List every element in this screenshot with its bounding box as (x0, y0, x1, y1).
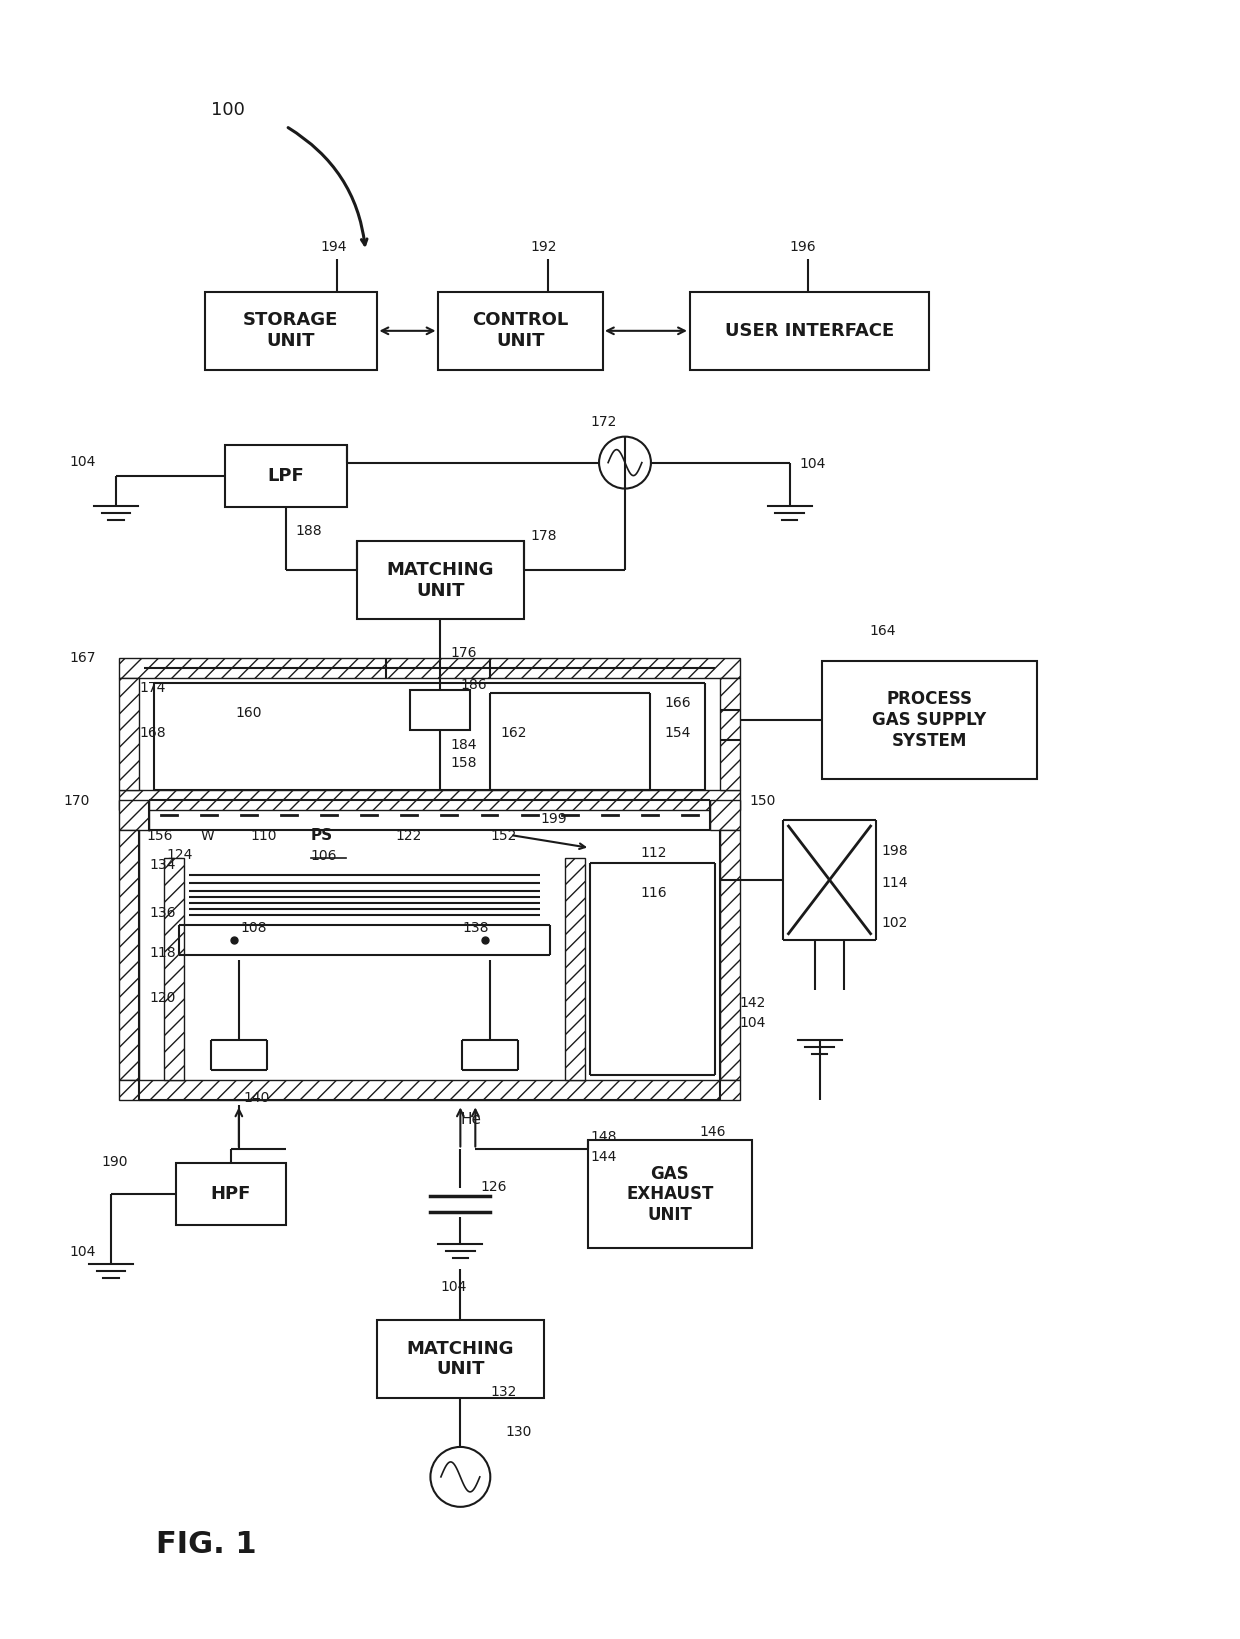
Bar (438, 292, 603, 370)
Text: LPF: LPF (268, 467, 304, 485)
Bar (164, 857, 184, 1080)
Bar (588, 1141, 753, 1249)
Text: 174: 174 (139, 682, 165, 695)
Text: 102: 102 (882, 916, 908, 929)
Text: 108: 108 (241, 921, 268, 934)
Text: 112: 112 (640, 846, 666, 860)
Bar (119, 790, 740, 810)
Text: W: W (201, 829, 215, 842)
Text: USER INTERFACE: USER INTERFACE (725, 321, 894, 339)
Text: 104: 104 (69, 454, 95, 469)
Bar (689, 292, 929, 370)
Text: He: He (460, 1113, 481, 1128)
Text: 146: 146 (699, 1126, 727, 1139)
Text: 167: 167 (69, 651, 95, 665)
Text: 186: 186 (460, 679, 487, 692)
Bar (119, 679, 139, 790)
Text: 160: 160 (236, 706, 263, 720)
Text: PROCESS
GAS SUPPLY
SYSTEM: PROCESS GAS SUPPLY SYSTEM (872, 690, 987, 751)
Text: GAS
EXHAUST
UNIT: GAS EXHAUST UNIT (626, 1165, 713, 1224)
Text: 164: 164 (869, 624, 897, 638)
Text: 172: 172 (590, 415, 616, 429)
Text: 140: 140 (244, 1090, 270, 1105)
Text: 158: 158 (450, 756, 477, 770)
Text: 104: 104 (800, 457, 826, 470)
Bar (119, 829, 139, 1080)
Bar (377, 1319, 544, 1398)
Text: MATCHING
UNIT: MATCHING UNIT (387, 561, 495, 600)
Text: 192: 192 (531, 239, 557, 254)
Text: 190: 190 (102, 1155, 128, 1169)
Text: 142: 142 (740, 995, 766, 1010)
Text: PS: PS (311, 828, 332, 842)
Text: 126: 126 (480, 1180, 507, 1195)
Text: 198: 198 (882, 844, 908, 857)
Text: 122: 122 (396, 829, 422, 842)
Text: 134: 134 (149, 857, 175, 872)
Bar (119, 800, 149, 829)
Bar (719, 829, 740, 1080)
Text: 100: 100 (211, 102, 244, 120)
Text: 114: 114 (882, 875, 908, 890)
Text: 176: 176 (450, 646, 477, 661)
Text: 154: 154 (665, 726, 691, 741)
Text: 156: 156 (146, 829, 172, 842)
Text: 199: 199 (541, 811, 567, 826)
Text: 194: 194 (321, 239, 347, 254)
Bar (224, 444, 347, 506)
Text: 148: 148 (590, 1131, 616, 1144)
Text: 110: 110 (250, 829, 278, 842)
Text: 152: 152 (490, 829, 517, 842)
Text: 120: 120 (149, 990, 175, 1005)
Text: 196: 196 (790, 239, 816, 254)
Text: 166: 166 (665, 697, 692, 710)
Text: 144: 144 (590, 1151, 616, 1164)
Text: 168: 168 (139, 726, 166, 741)
Text: 116: 116 (640, 885, 667, 900)
Bar (719, 679, 740, 790)
Text: MATCHING
UNIT: MATCHING UNIT (407, 1339, 515, 1378)
Text: 184: 184 (450, 738, 477, 752)
Text: 104: 104 (440, 1280, 466, 1295)
Bar (119, 659, 740, 679)
Bar (709, 800, 740, 829)
Text: 124: 124 (166, 847, 192, 862)
Text: 188: 188 (295, 524, 322, 539)
Text: 104: 104 (740, 1016, 766, 1029)
Text: 106: 106 (311, 849, 337, 862)
Bar (822, 661, 1037, 779)
Text: 138: 138 (463, 921, 489, 934)
Text: 118: 118 (149, 946, 176, 960)
Bar (357, 541, 525, 620)
Text: 178: 178 (531, 529, 557, 544)
Text: 130: 130 (505, 1424, 532, 1439)
Text: 136: 136 (149, 906, 176, 919)
Text: 162: 162 (500, 726, 527, 741)
Text: CONTROL
UNIT: CONTROL UNIT (472, 311, 568, 351)
Text: 132: 132 (490, 1385, 517, 1400)
Text: 170: 170 (63, 793, 89, 808)
Text: 104: 104 (69, 1246, 95, 1259)
Bar (565, 857, 585, 1080)
Text: HPF: HPF (211, 1185, 250, 1203)
Bar (205, 292, 377, 370)
Bar (176, 1164, 285, 1226)
Bar (410, 690, 470, 729)
Text: FIG. 1: FIG. 1 (156, 1529, 257, 1559)
Text: 150: 150 (750, 793, 776, 808)
Bar (119, 1080, 740, 1100)
Text: STORAGE
UNIT: STORAGE UNIT (243, 311, 339, 351)
